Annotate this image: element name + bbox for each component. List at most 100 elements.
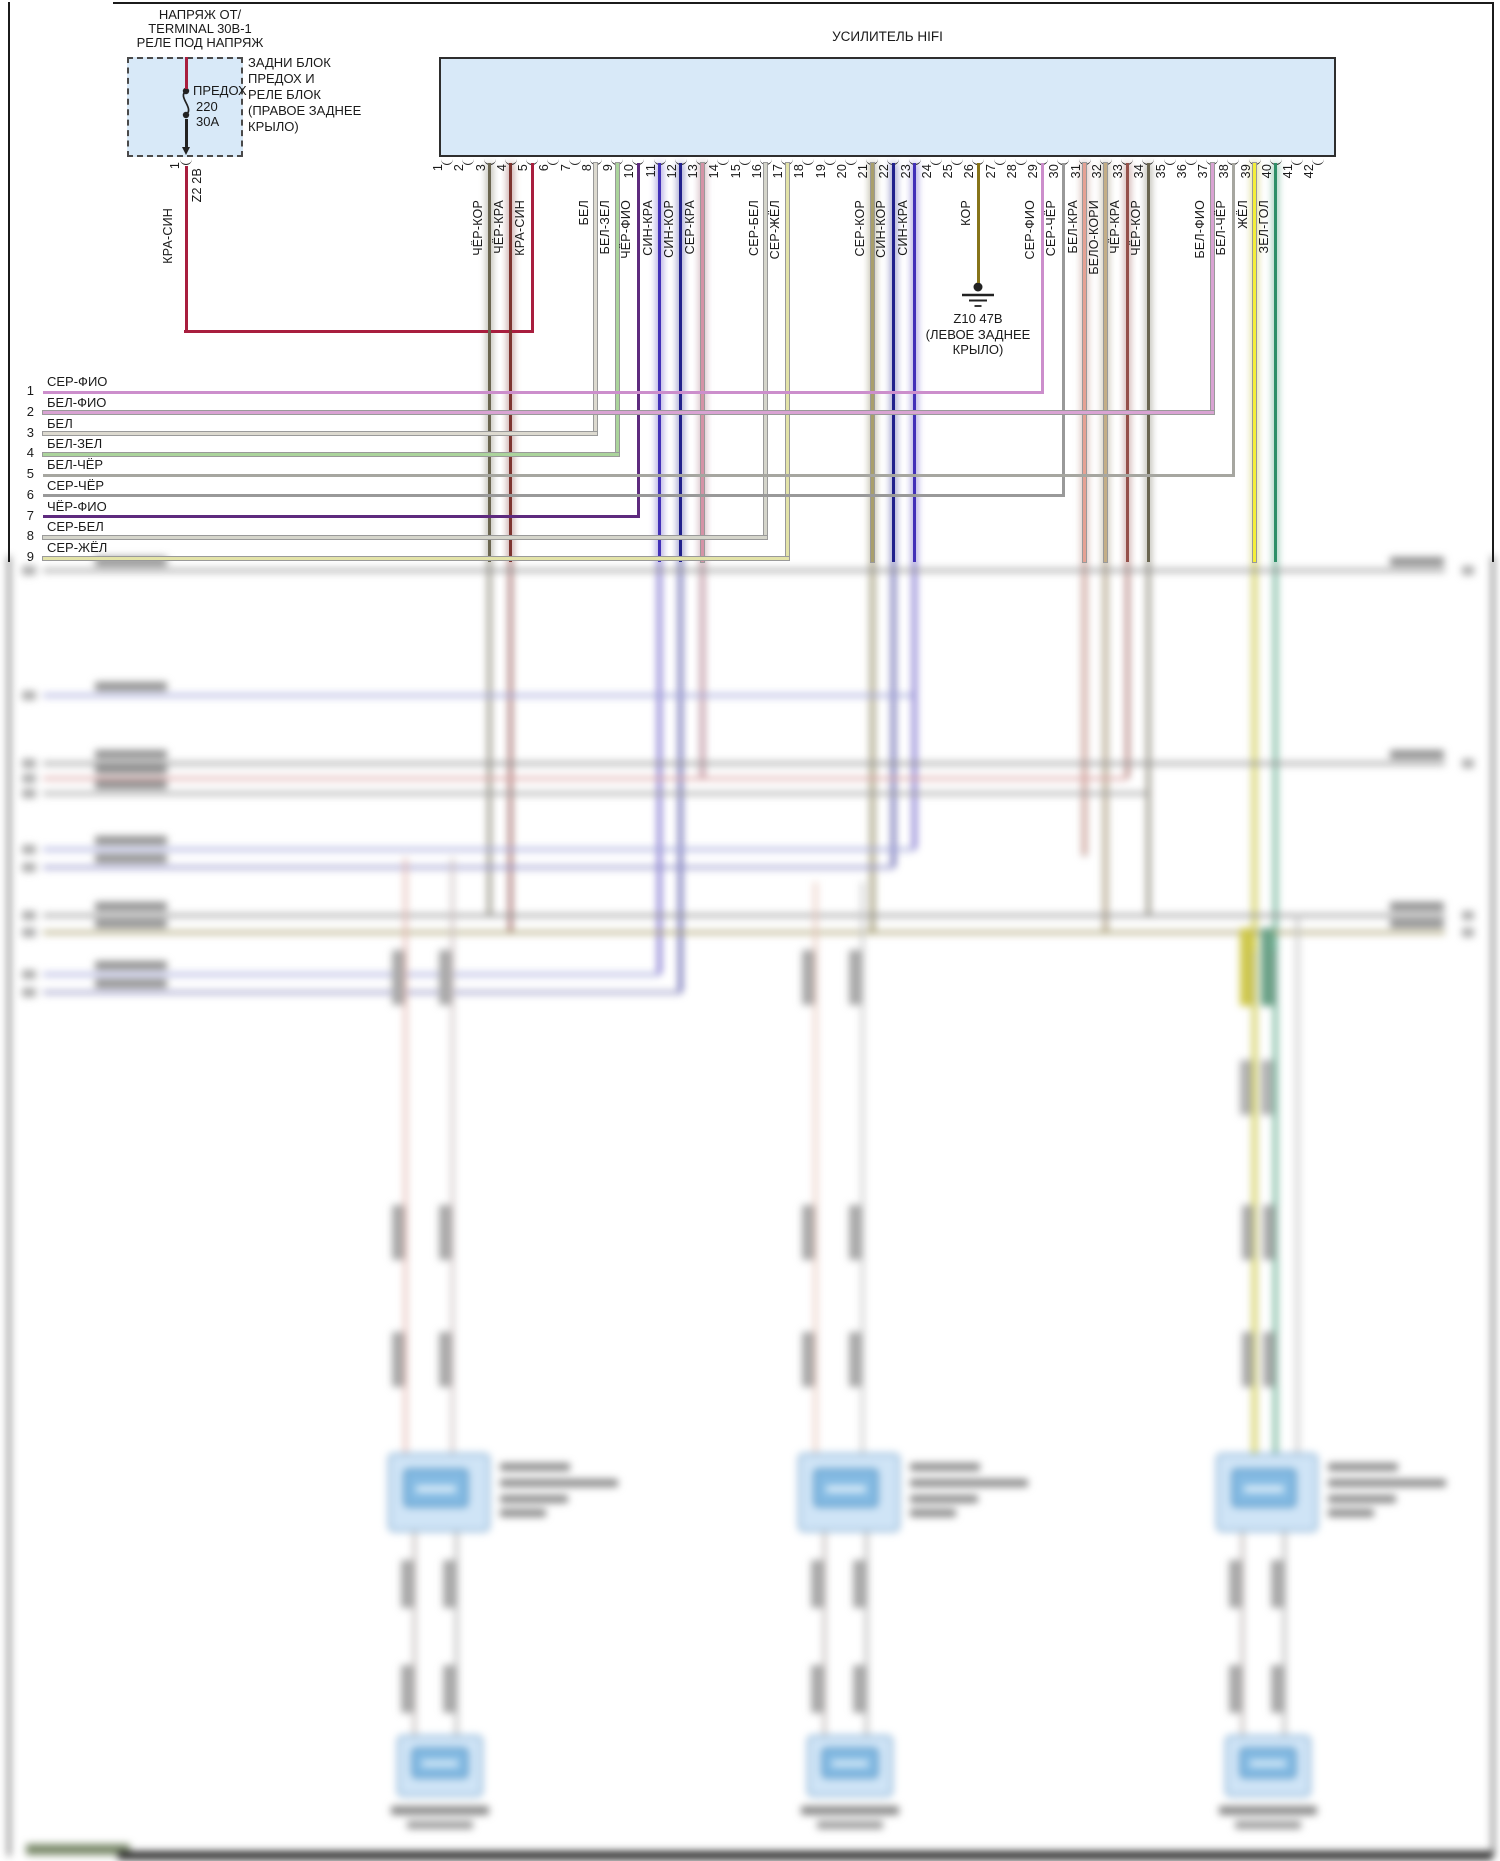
- page-border-left: [8, 556, 10, 1856]
- ground-icon: [962, 282, 994, 307]
- wire-color-label: СИН-КРА: [640, 200, 655, 256]
- wire-horizontal: [43, 411, 1214, 415]
- pin-number: 20: [834, 164, 849, 179]
- row-number: [22, 759, 36, 768]
- wire-horizontal: [43, 452, 619, 456]
- power-wire: [184, 329, 534, 333]
- connector-scallop: [1312, 158, 1325, 165]
- row-number: 6: [26, 486, 34, 502]
- wire-color-label: ЧЁР-КРА: [491, 200, 506, 254]
- speaker-box-dash: [422, 1761, 458, 1766]
- inline-connector-smudge: [1262, 1332, 1275, 1387]
- text-smudge: [910, 1495, 978, 1503]
- page-border-right: [1492, 556, 1494, 1856]
- wire-horizontal: [43, 913, 1445, 917]
- wire-vertical: [1146, 163, 1150, 562]
- row-number: 5: [26, 466, 34, 481]
- wire-vertical: [1253, 163, 1256, 562]
- pin-number: 38: [1217, 164, 1232, 179]
- row-number: [22, 928, 36, 937]
- wire-horizontal: [43, 865, 893, 869]
- pin-number: 32: [1089, 164, 1104, 179]
- wire-vertical: [1231, 163, 1235, 475]
- speaker-connector-dash: [1244, 1486, 1284, 1492]
- pin-number: 7: [558, 164, 573, 172]
- pin-number: 3: [473, 164, 488, 172]
- inline-connector-smudge: [1271, 1560, 1283, 1608]
- wire-vertical: [1104, 163, 1108, 562]
- label-smudge: [95, 750, 167, 759]
- wire-vertical: [1061, 163, 1065, 496]
- wire-horizontal: [43, 990, 681, 994]
- speaker-connector-dash: [826, 1486, 866, 1492]
- speaker-label-smudge: [1235, 1821, 1301, 1829]
- connector-scallop: [462, 158, 475, 165]
- inline-connector-smudge: [392, 1332, 404, 1387]
- wire-vertical: [1040, 163, 1044, 392]
- pin-number: 27: [983, 164, 998, 179]
- inline-connector-smudge: [1229, 1560, 1241, 1608]
- pin-number: 33: [1111, 164, 1125, 179]
- location-note-line: КРЫЛО): [248, 119, 299, 134]
- wire-color-label: БЕЛ-КРА: [1065, 200, 1080, 254]
- speaker-label-smudge: [1219, 1806, 1317, 1815]
- row-number: 9: [26, 549, 34, 564]
- wire-vertical: [509, 163, 513, 562]
- wire-label-smudge: [1239, 928, 1252, 1006]
- wire-vertical: [454, 1532, 458, 1735]
- row-number: [1462, 566, 1474, 575]
- wire-color-label: ЧЁР-ФИО: [619, 200, 634, 259]
- wire-horizontal: [43, 535, 768, 539]
- inline-connector-smudge: [401, 1560, 413, 1608]
- text-smudge: [500, 1509, 546, 1517]
- wire-color-label: ЧЁР-КРА: [1108, 200, 1122, 254]
- wire-horizontal: [43, 972, 659, 976]
- pin-number: 1: [431, 164, 445, 172]
- fuse-rating: 30A: [196, 114, 220, 129]
- wire-color-label: СЕР-КРА: [683, 200, 697, 255]
- row-number: [22, 911, 36, 920]
- location-note-line: ПРЕДОХ И: [248, 71, 315, 86]
- ground-location-line: КРЫЛО): [952, 342, 1004, 357]
- pin-number: 8: [579, 164, 594, 172]
- page-border-top: [113, 2, 1494, 4]
- inline-connector-smudge: [802, 950, 814, 1005]
- pin-number: 23: [898, 164, 913, 179]
- inline-connector-smudge: [439, 1332, 451, 1387]
- wire-vertical: [488, 163, 491, 562]
- wire-horizontal: [43, 791, 1148, 795]
- power-wire: [184, 57, 188, 89]
- pin-number: 35: [1153, 164, 1168, 179]
- row-number: 8: [26, 528, 34, 544]
- power-source-header-line: РЕЛЕ ПОД НАПРЯЖ: [136, 35, 264, 50]
- connector-scallop: [802, 158, 815, 165]
- wire-vertical: [1253, 163, 1256, 1453]
- wire-horizontal: [43, 473, 1235, 477]
- pin-number: 42: [1302, 164, 1317, 179]
- text-smudge: [910, 1479, 1028, 1487]
- wire-color-label: ЧЁР-КОР: [470, 200, 485, 256]
- label-smudge: [1390, 750, 1444, 759]
- wire-horizontal: [43, 556, 789, 560]
- wire-label-smudge: [1239, 1060, 1252, 1115]
- row-number: [22, 774, 36, 783]
- speaker-connector-dash: [416, 1486, 456, 1492]
- pin-number: 25: [941, 164, 955, 179]
- row-number: 1: [26, 383, 34, 398]
- inline-connector-smudge: [802, 1205, 814, 1260]
- amplifier-box: [439, 57, 1336, 157]
- wire-color-label: СЕР-ЖЁЛ: [47, 540, 108, 555]
- pin-number: 21: [856, 164, 870, 179]
- pin-number: 22: [877, 164, 892, 179]
- wire-color-label: СЕР-ФИО: [1023, 200, 1037, 260]
- row-number: [1462, 759, 1474, 768]
- wire-color-label: СИН-КОР: [661, 200, 676, 258]
- wire-color-label: КРА-СИН: [513, 200, 527, 256]
- inline-connector-smudge: [439, 1205, 451, 1260]
- wire-color-label: БЕЛ-ЗЕЛ: [598, 200, 612, 255]
- wire-horizontal: [43, 390, 1044, 394]
- pin-number: 11: [643, 164, 658, 178]
- page-border-right: [1492, 2, 1494, 562]
- row-number: [22, 691, 36, 700]
